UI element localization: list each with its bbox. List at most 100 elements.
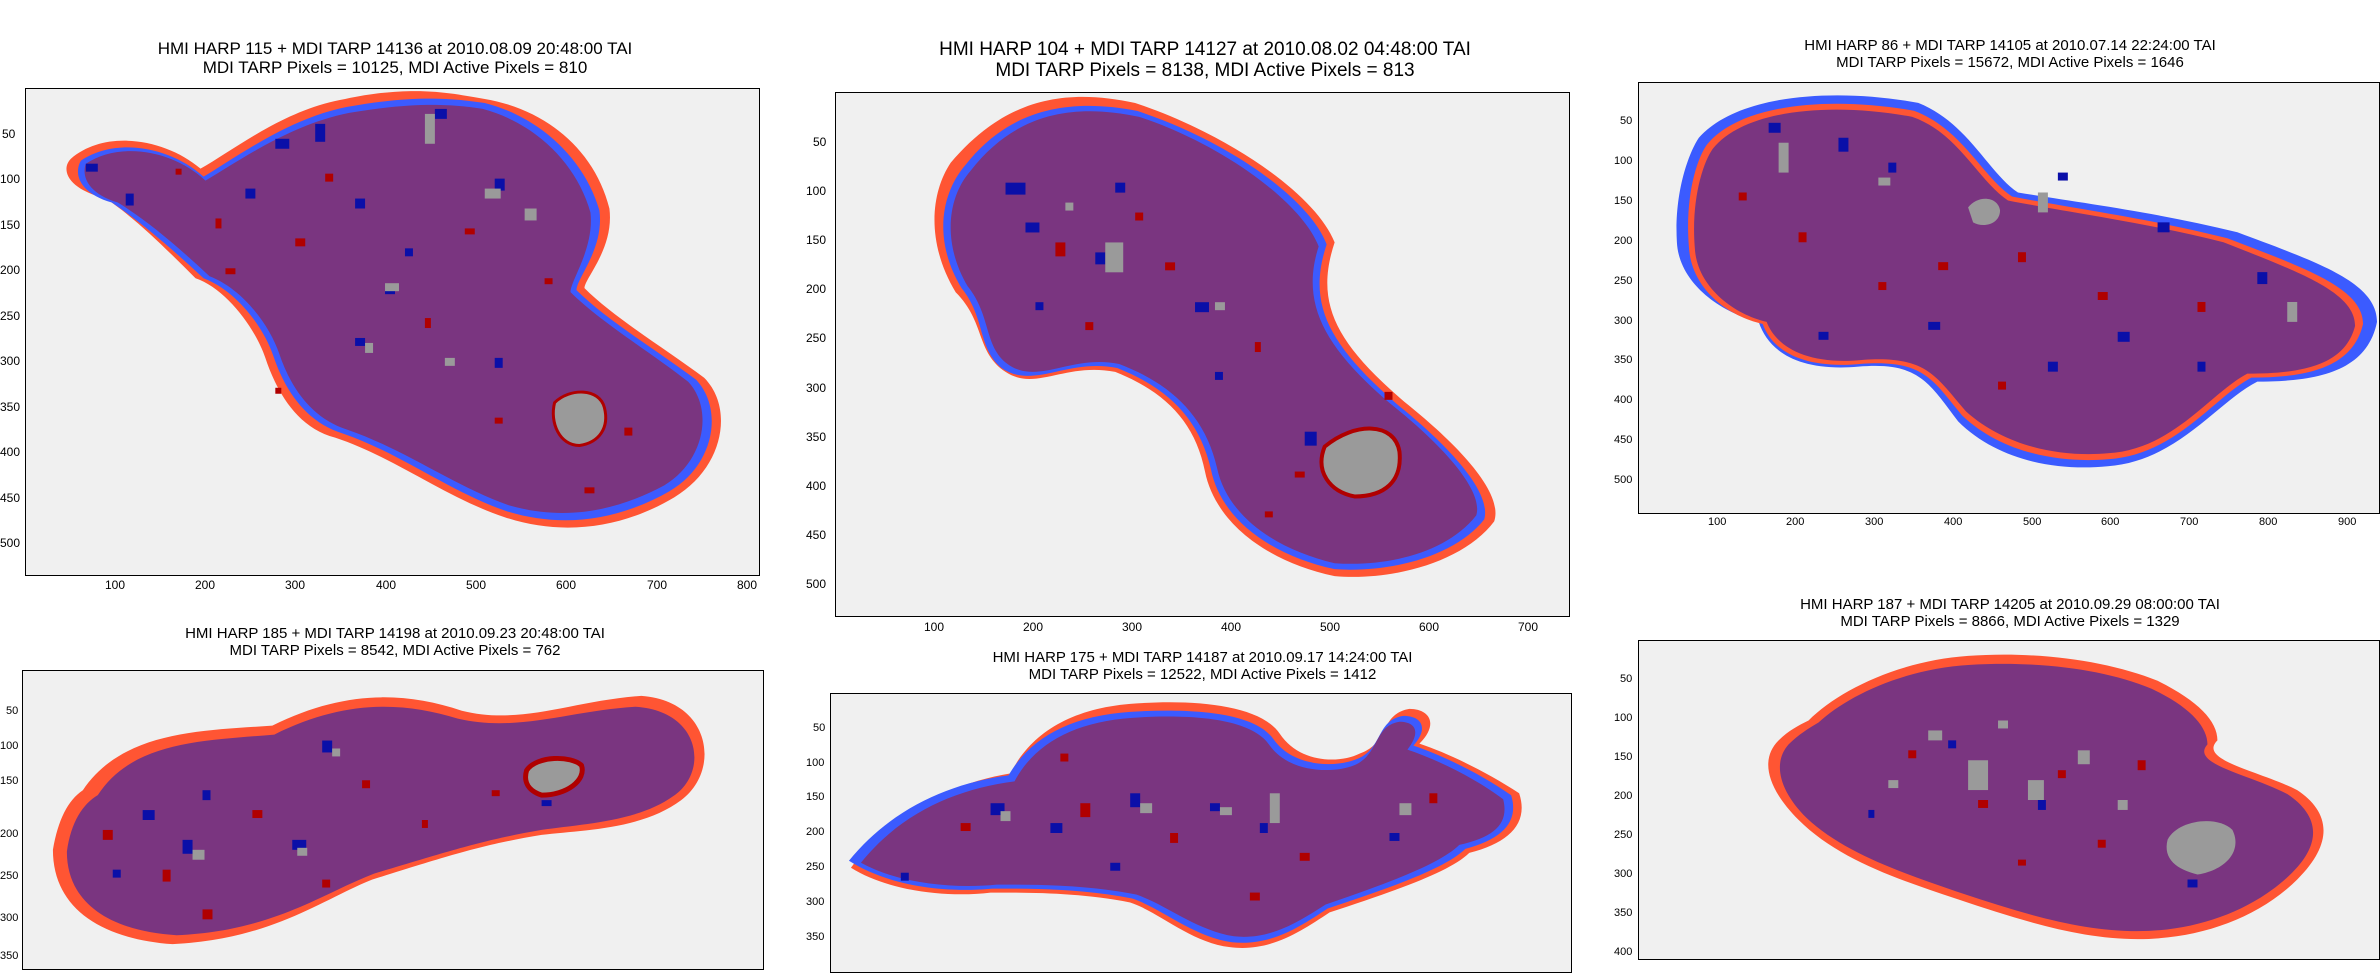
y-tick-label: 250 <box>0 870 19 882</box>
title-line-2: MDI TARP Pixels = 12522, MDI Active Pixe… <box>1028 665 1377 683</box>
y-tick-label: 350 <box>1614 907 1633 919</box>
y-tick-label: 400 <box>1614 394 1633 406</box>
y-tick-label: 500 <box>0 536 21 550</box>
y-tick-label: 250 <box>1614 829 1633 841</box>
y-tick-label: 150 <box>0 218 21 232</box>
panel-title: HMI HARP 86 + MDI TARP 14105 at 2010.07.… <box>1640 37 2380 71</box>
y-tick-label: 100 <box>1614 712 1633 724</box>
y-tick-label: 50 <box>813 135 827 149</box>
y-tick-label: 100 <box>806 757 825 769</box>
y-tick-label: 250 <box>806 861 825 873</box>
panel-title: HMI HARP 175 + MDI TARP 14187 at 2010.09… <box>835 649 1570 683</box>
title-line-1: HMI HARP 86 + MDI TARP 14105 at 2010.07.… <box>1804 37 2216 54</box>
y-tick-label: 100 <box>0 172 21 186</box>
y-tick-label: 400 <box>0 445 21 459</box>
y-tick-label: 400 <box>1614 946 1633 958</box>
y-tick-label: 500 <box>1614 474 1633 486</box>
y-tick-label: 250 <box>1614 275 1633 287</box>
x-tick-label: 300 <box>285 578 306 592</box>
y-tick-label: 50 <box>1620 673 1633 685</box>
x-tick-label: 300 <box>1865 516 1884 528</box>
x-tick-label: 600 <box>2101 516 2120 528</box>
plot-area <box>22 670 764 970</box>
x-tick-label: 500 <box>2023 516 2042 528</box>
y-tick-label: 300 <box>0 912 19 924</box>
x-tick-label: 300 <box>1122 620 1143 634</box>
panel-title: HMI HARP 115 + MDI TARP 14136 at 2010.08… <box>25 39 765 77</box>
plot-area <box>835 92 1570 617</box>
y-tick-label: 300 <box>1614 868 1633 880</box>
y-tick-label: 350 <box>806 931 825 943</box>
x-tick-label: 600 <box>1419 620 1440 634</box>
x-tick-label: 800 <box>2259 516 2278 528</box>
plot-area <box>1638 82 2380 514</box>
x-tick-label: 100 <box>1708 516 1727 528</box>
y-tick-label: 100 <box>1614 155 1633 167</box>
y-tick-label: 150 <box>1614 195 1633 207</box>
title-line-1: HMI HARP 175 + MDI TARP 14187 at 2010.09… <box>992 649 1413 666</box>
title-line-2: MDI TARP Pixels = 8542, MDI Active Pixel… <box>229 641 561 659</box>
title-line-1: HMI HARP 104 + MDI TARP 14127 at 2010.08… <box>939 39 1471 60</box>
title-line-2: MDI TARP Pixels = 10125, MDI Active Pixe… <box>202 57 588 77</box>
y-tick-label: 300 <box>806 896 825 908</box>
y-tick-label: 150 <box>0 775 19 787</box>
y-tick-label: 50 <box>6 705 19 717</box>
region-map <box>1676 95 2378 468</box>
x-tick-label: 700 <box>1518 620 1539 634</box>
y-tick-label: 200 <box>1614 790 1633 802</box>
x-tick-label: 400 <box>1221 620 1242 634</box>
y-tick-label: 200 <box>0 263 21 277</box>
region-map <box>848 702 1522 948</box>
region-map <box>66 91 721 528</box>
y-tick-label: 250 <box>806 331 827 345</box>
y-tick-label: 350 <box>1614 354 1633 366</box>
y-tick-label: 350 <box>0 400 21 414</box>
x-tick-label: 500 <box>466 578 487 592</box>
region-map <box>1768 654 2324 940</box>
region-map <box>934 96 1496 577</box>
y-tick-label: 250 <box>0 309 21 323</box>
y-tick-label: 300 <box>0 354 21 368</box>
x-tick-label: 600 <box>556 578 577 592</box>
y-tick-label: 150 <box>806 791 825 803</box>
y-tick-label: 500 <box>806 577 827 591</box>
title-line-1: HMI HARP 115 + MDI TARP 14136 at 2010.08… <box>157 39 633 58</box>
y-tick-label: 300 <box>806 381 827 395</box>
y-tick-label: 350 <box>0 950 19 962</box>
title-line-2: MDI TARP Pixels = 15672, MDI Active Pixe… <box>1836 53 2184 71</box>
y-tick-label: 300 <box>1614 315 1633 327</box>
title-line-1: HMI HARP 185 + MDI TARP 14198 at 2010.09… <box>185 625 605 642</box>
panel-title: HMI HARP 104 + MDI TARP 14127 at 2010.08… <box>835 39 1575 82</box>
y-tick-label: 50 <box>1620 115 1633 127</box>
panel-title: HMI HARP 185 + MDI TARP 14198 at 2010.09… <box>25 625 765 659</box>
plot-area <box>25 88 760 576</box>
plot-area <box>830 693 1572 973</box>
y-tick-label: 50 <box>2 127 16 141</box>
y-tick-label: 50 <box>813 722 826 734</box>
x-tick-label: 200 <box>1023 620 1044 634</box>
y-tick-label: 150 <box>1614 751 1633 763</box>
y-tick-label: 200 <box>806 282 827 296</box>
y-tick-label: 200 <box>0 828 19 840</box>
x-tick-label: 100 <box>105 578 126 592</box>
x-tick-label: 700 <box>2180 516 2199 528</box>
x-tick-label: 400 <box>1944 516 1963 528</box>
y-tick-label: 400 <box>806 479 827 493</box>
title-line-1: HMI HARP 187 + MDI TARP 14205 at 2010.09… <box>1800 596 2220 613</box>
y-tick-label: 200 <box>1614 235 1633 247</box>
title-line-2: MDI TARP Pixels = 8138, MDI Active Pixel… <box>995 59 1415 81</box>
panel-title: HMI HARP 187 + MDI TARP 14205 at 2010.09… <box>1640 596 2380 630</box>
x-tick-label: 500 <box>1320 620 1341 634</box>
x-tick-label: 900 <box>2338 516 2357 528</box>
title-line-2: MDI TARP Pixels = 8866, MDI Active Pixel… <box>1840 612 2180 630</box>
y-tick-label: 100 <box>0 740 19 752</box>
y-tick-label: 100 <box>806 184 827 198</box>
x-tick-label: 200 <box>195 578 216 592</box>
x-tick-label: 800 <box>737 578 758 592</box>
y-tick-label: 150 <box>806 233 827 247</box>
x-tick-label: 100 <box>924 620 945 634</box>
y-tick-label: 450 <box>1614 434 1633 446</box>
plot-area <box>1638 640 2380 960</box>
y-tick-label: 200 <box>806 826 825 838</box>
x-tick-label: 400 <box>376 578 397 592</box>
